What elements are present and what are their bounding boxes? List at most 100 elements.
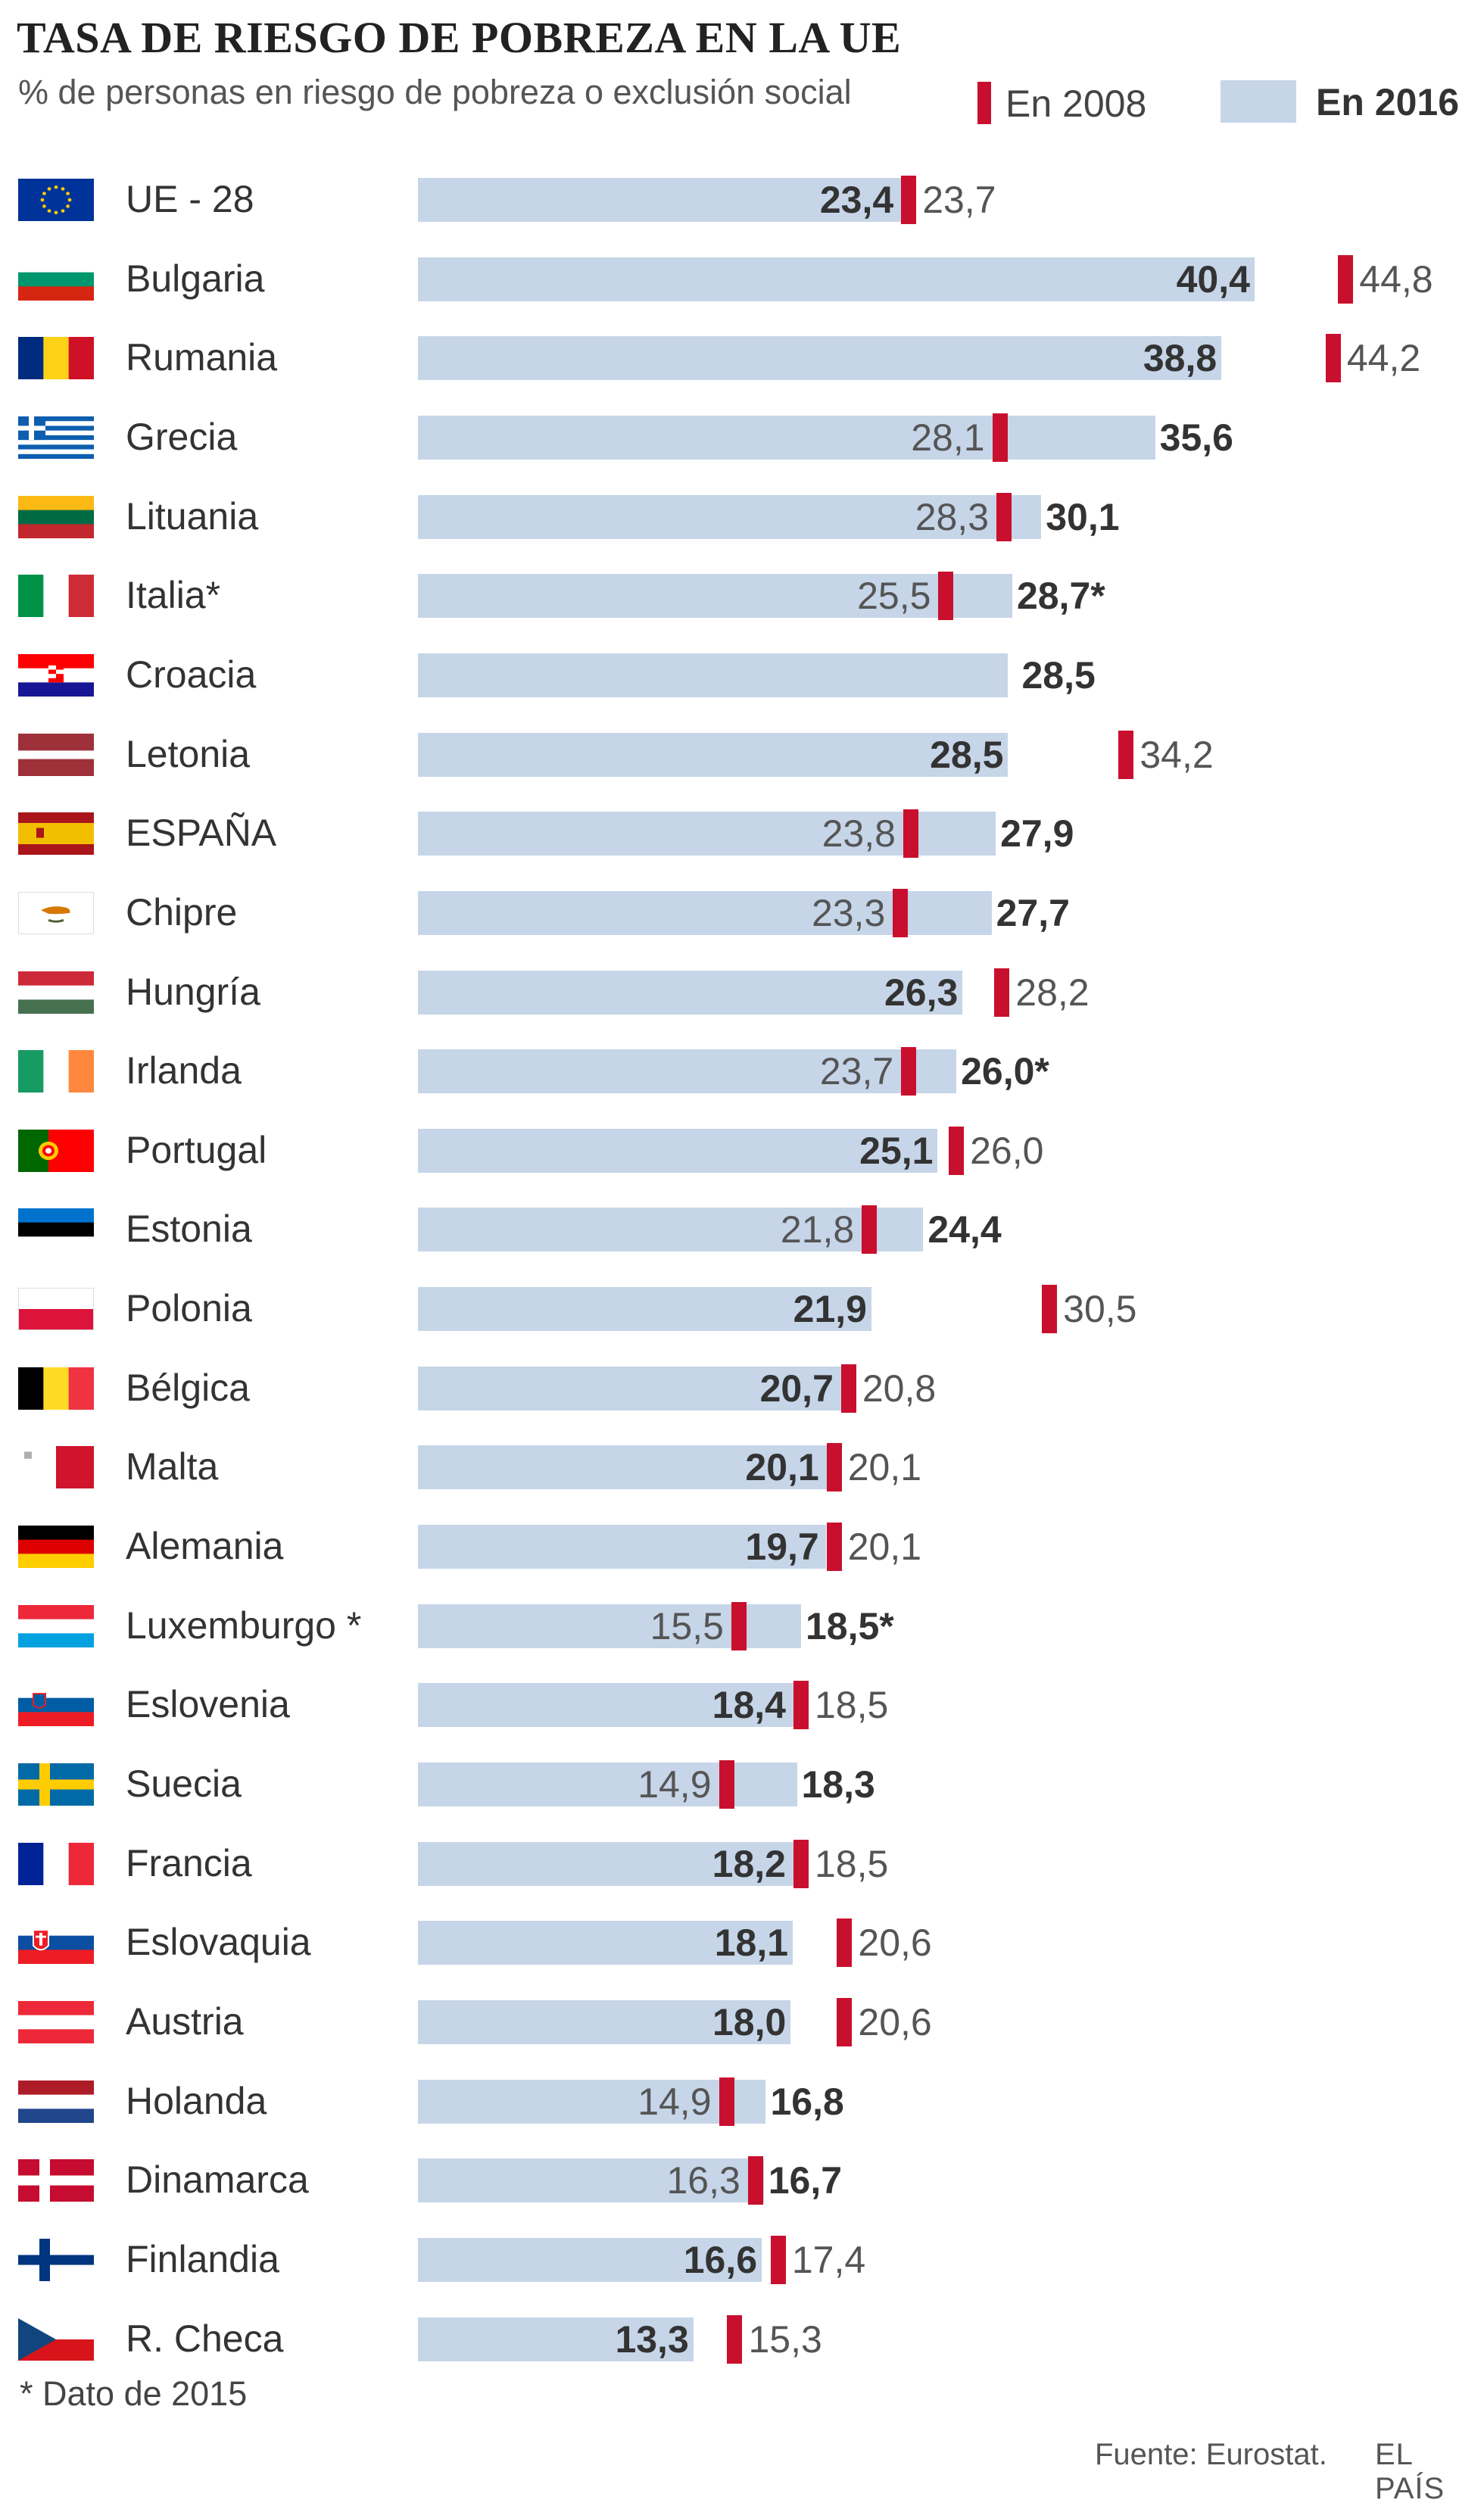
country-label: Irlanda xyxy=(126,1049,242,1092)
value-2008: 16,3 xyxy=(666,2159,740,2202)
marker-2008 xyxy=(1325,334,1341,383)
bar-2016 xyxy=(418,336,1222,381)
value-2008: 30,5 xyxy=(1063,1288,1137,1331)
flag-hungary-icon xyxy=(18,971,94,1014)
chart-row: Malta 20,1 20,1 xyxy=(0,1428,1484,1507)
bar-2016 xyxy=(418,2000,791,2044)
flag-eu-icon xyxy=(18,179,94,221)
value-2016: 25,1 xyxy=(859,1129,934,1172)
flag-romania-icon xyxy=(18,337,94,380)
value-2008: 28,3 xyxy=(915,495,990,538)
value-2016: 35,6 xyxy=(1159,416,1233,459)
country-label: Rumania xyxy=(126,336,278,379)
flag-austria-icon xyxy=(18,2000,94,2043)
bar-2016 xyxy=(418,2079,766,2124)
chart-row: Croacia 28,5 xyxy=(0,636,1484,715)
bar-2016 xyxy=(418,1049,957,1094)
marker-2008 xyxy=(862,1205,878,1255)
marker-2008 xyxy=(770,2235,786,2284)
chart-row: Hungría 26,3 28,2 xyxy=(0,953,1484,1032)
country-label: Eslovenia xyxy=(126,1683,290,1726)
flag-france-icon xyxy=(18,1842,94,1885)
value-2016: 40,4 xyxy=(1176,257,1250,301)
flag-lithuania-icon xyxy=(18,495,94,538)
value-2008: 23,3 xyxy=(811,891,886,934)
marker-2008 xyxy=(747,2156,763,2205)
marker-2008 xyxy=(996,492,1012,541)
value-2008: 23,8 xyxy=(822,812,896,856)
chart-row: Grecia 35,6 28,1 xyxy=(0,398,1484,477)
value-2016: 20,7 xyxy=(759,1367,834,1410)
bar-2016 xyxy=(418,574,1012,619)
flag-netherlands-icon xyxy=(18,2080,94,2123)
flag-belgium-icon xyxy=(18,1367,94,1410)
legend-swatch-2008 xyxy=(977,82,991,124)
country-label: Grecia xyxy=(126,415,238,458)
flag-luxembourg-icon xyxy=(18,1604,94,1647)
marker-2008 xyxy=(840,1364,856,1413)
flag-cyprus-icon xyxy=(18,891,94,934)
flag-bulgaria-icon xyxy=(18,257,94,301)
flag-slovenia-icon xyxy=(18,1684,94,1727)
value-2016: 28,5 xyxy=(1021,653,1096,697)
bar-2016 xyxy=(418,1763,797,1806)
bar-2016 xyxy=(418,1128,938,1173)
marker-2008 xyxy=(903,809,918,859)
flag-spain-icon xyxy=(18,812,94,856)
source-note: Fuente: Eurostat. xyxy=(1095,2438,1327,2471)
country-label: Alemania xyxy=(126,1525,284,1568)
value-2016: 27,7 xyxy=(996,891,1070,934)
flag-greece-icon xyxy=(18,416,94,459)
legend-swatch-2016 xyxy=(1221,80,1296,123)
marker-2008 xyxy=(837,1997,853,2046)
chart-row: Lituania 30,1 28,3 xyxy=(0,478,1484,556)
bar-2016 xyxy=(418,1525,826,1569)
bar-2016 xyxy=(418,1208,924,1252)
bar-2016 xyxy=(418,812,996,856)
value-2008: 28,2 xyxy=(1015,971,1090,1014)
marker-2008 xyxy=(793,1839,809,1888)
flag-poland-icon xyxy=(18,1288,94,1331)
chart-row: Suecia 18,3 14,9 xyxy=(0,1745,1484,1824)
value-2016: 16,6 xyxy=(683,2238,758,2281)
country-label: Lituania xyxy=(126,494,259,538)
value-2008: 20,1 xyxy=(847,1446,922,1489)
country-label: Croacia xyxy=(126,653,257,696)
flag-latvia-icon xyxy=(18,733,94,776)
value-2008: 20,6 xyxy=(858,1922,932,1965)
value-2016: 18,3 xyxy=(801,1763,875,1806)
country-label: Chipre xyxy=(126,890,238,934)
value-2016: 27,9 xyxy=(1000,812,1074,856)
chart-row: Polonia 21,9 30,5 xyxy=(0,1270,1484,1348)
value-2008: 23,7 xyxy=(819,1050,894,1093)
marker-2008 xyxy=(994,968,1010,1017)
country-label: Eslovaquia xyxy=(126,1921,311,1964)
flag-slovakia-icon xyxy=(18,1922,94,1965)
country-label: Bélgica xyxy=(126,1366,250,1409)
value-2008: 15,3 xyxy=(748,2317,822,2361)
chart-row: Bulgaria 40,4 44,8 xyxy=(0,240,1484,319)
value-2016: 18,0 xyxy=(712,2000,787,2043)
value-2008: 18,5 xyxy=(814,1684,889,1727)
flag-sweden-icon xyxy=(18,1763,94,1806)
flag-croatia-icon xyxy=(18,653,94,697)
bar-2016 xyxy=(418,2317,694,2361)
value-2008: 23,7 xyxy=(922,179,996,221)
chart-row: Luxemburgo * 18,5* 15,5 xyxy=(0,1587,1484,1666)
bar-2016 xyxy=(418,970,963,1015)
marker-2008 xyxy=(826,1443,842,1492)
flag-italy-icon xyxy=(18,575,94,618)
footnote: * Dato de 2015 xyxy=(20,2374,248,2413)
country-label: Hungría xyxy=(126,970,260,1013)
marker-2008 xyxy=(1118,730,1134,779)
chart-row: Austria 18,0 20,6 xyxy=(0,1983,1484,2062)
marker-2008 xyxy=(826,1523,842,1572)
value-2016: 26,3 xyxy=(884,971,959,1014)
legend-label-2008: En 2008 xyxy=(1005,83,1147,125)
country-label: R. Checa xyxy=(126,2317,284,2360)
bar-2016 xyxy=(418,257,1255,301)
country-label: Luxemburgo * xyxy=(126,1604,362,1647)
value-2016: 18,2 xyxy=(712,1842,786,1885)
marker-2008 xyxy=(1338,254,1354,304)
marker-2008 xyxy=(719,2077,734,2126)
